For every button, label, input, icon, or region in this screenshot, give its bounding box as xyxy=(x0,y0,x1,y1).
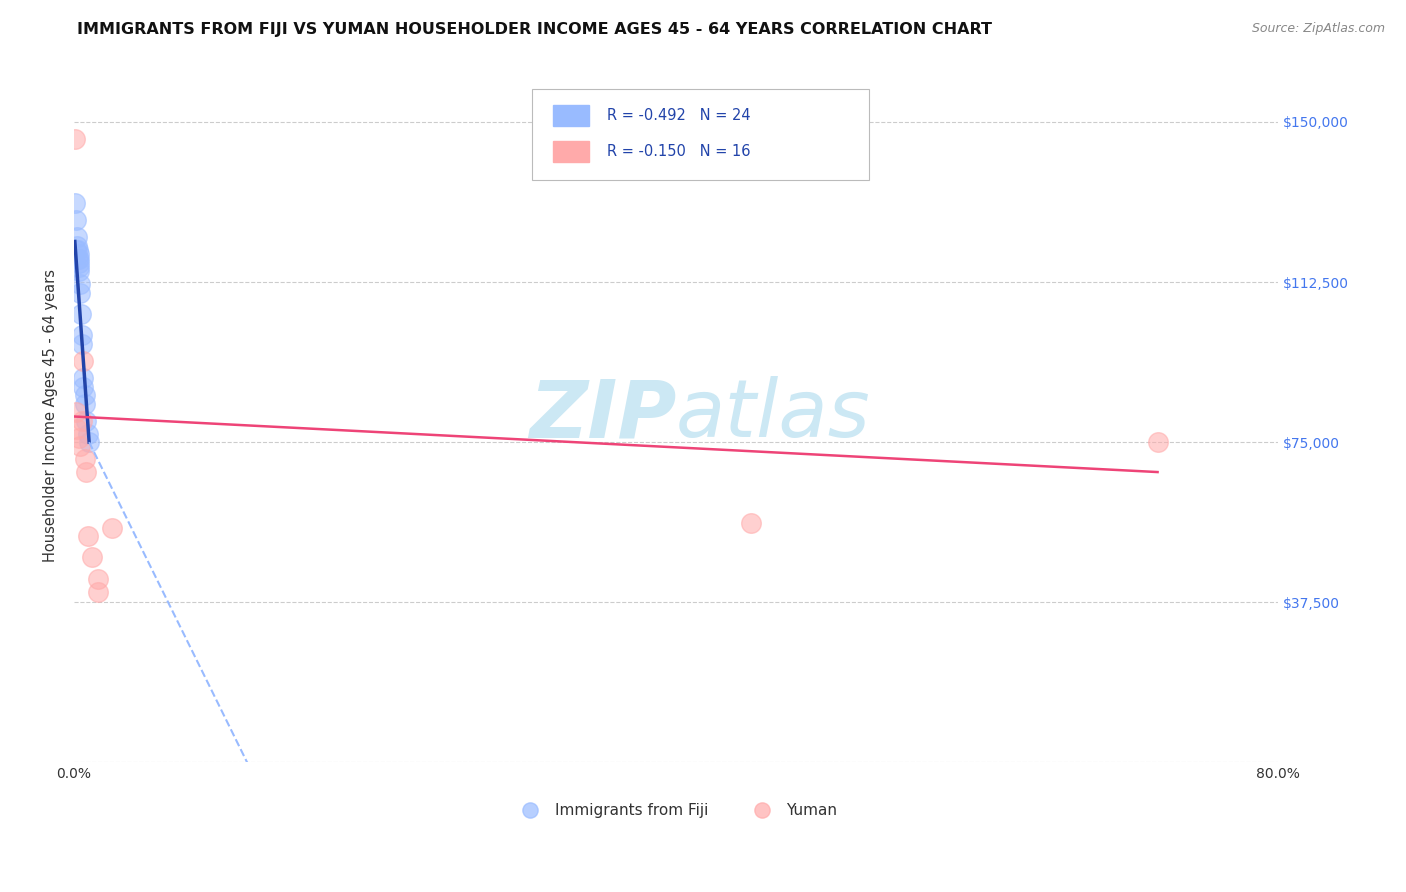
Point xyxy=(65,243,87,257)
Point xyxy=(70,337,93,351)
Point xyxy=(76,426,98,441)
Text: ZIP: ZIP xyxy=(529,376,676,455)
Point xyxy=(73,397,96,411)
Point xyxy=(69,277,91,292)
Point xyxy=(72,371,94,385)
Point xyxy=(1146,435,1168,450)
Point xyxy=(76,529,98,543)
Point xyxy=(67,431,90,445)
Point xyxy=(87,572,110,586)
Point xyxy=(67,260,90,274)
Point xyxy=(67,256,90,270)
Point xyxy=(63,132,86,146)
Point xyxy=(67,264,90,278)
Point xyxy=(72,354,94,368)
Point xyxy=(66,252,89,266)
Text: R = -0.150   N = 16: R = -0.150 N = 16 xyxy=(607,145,751,160)
Point xyxy=(69,439,91,453)
Point xyxy=(77,435,100,450)
Point xyxy=(100,520,122,534)
Text: R = -0.492   N = 24: R = -0.492 N = 24 xyxy=(607,108,751,123)
Point xyxy=(66,422,89,436)
Point xyxy=(67,247,90,261)
Point xyxy=(67,252,90,266)
Point xyxy=(66,238,89,252)
Point xyxy=(65,405,87,419)
Point xyxy=(75,414,97,428)
Point xyxy=(66,230,89,244)
Point xyxy=(66,243,89,257)
Point xyxy=(72,379,94,393)
Point xyxy=(70,414,93,428)
Point xyxy=(70,307,93,321)
Point xyxy=(63,196,86,211)
Y-axis label: Householder Income Ages 45 - 64 years: Householder Income Ages 45 - 64 years xyxy=(44,269,58,562)
Legend: Immigrants from Fiji, Yuman: Immigrants from Fiji, Yuman xyxy=(509,797,844,824)
Point xyxy=(82,550,104,565)
Point xyxy=(740,516,762,531)
Point xyxy=(73,452,96,467)
Point xyxy=(65,213,87,227)
Point xyxy=(87,584,110,599)
Point xyxy=(70,328,93,343)
Text: IMMIGRANTS FROM FIJI VS YUMAN HOUSEHOLDER INCOME AGES 45 - 64 YEARS CORRELATION : IMMIGRANTS FROM FIJI VS YUMAN HOUSEHOLDE… xyxy=(77,22,993,37)
FancyBboxPatch shape xyxy=(531,89,869,179)
Bar xyxy=(553,105,589,126)
Point xyxy=(75,465,97,479)
Point xyxy=(69,285,91,300)
Bar xyxy=(553,141,589,162)
Text: atlas: atlas xyxy=(676,376,870,455)
Point xyxy=(73,388,96,402)
Text: Source: ZipAtlas.com: Source: ZipAtlas.com xyxy=(1251,22,1385,36)
